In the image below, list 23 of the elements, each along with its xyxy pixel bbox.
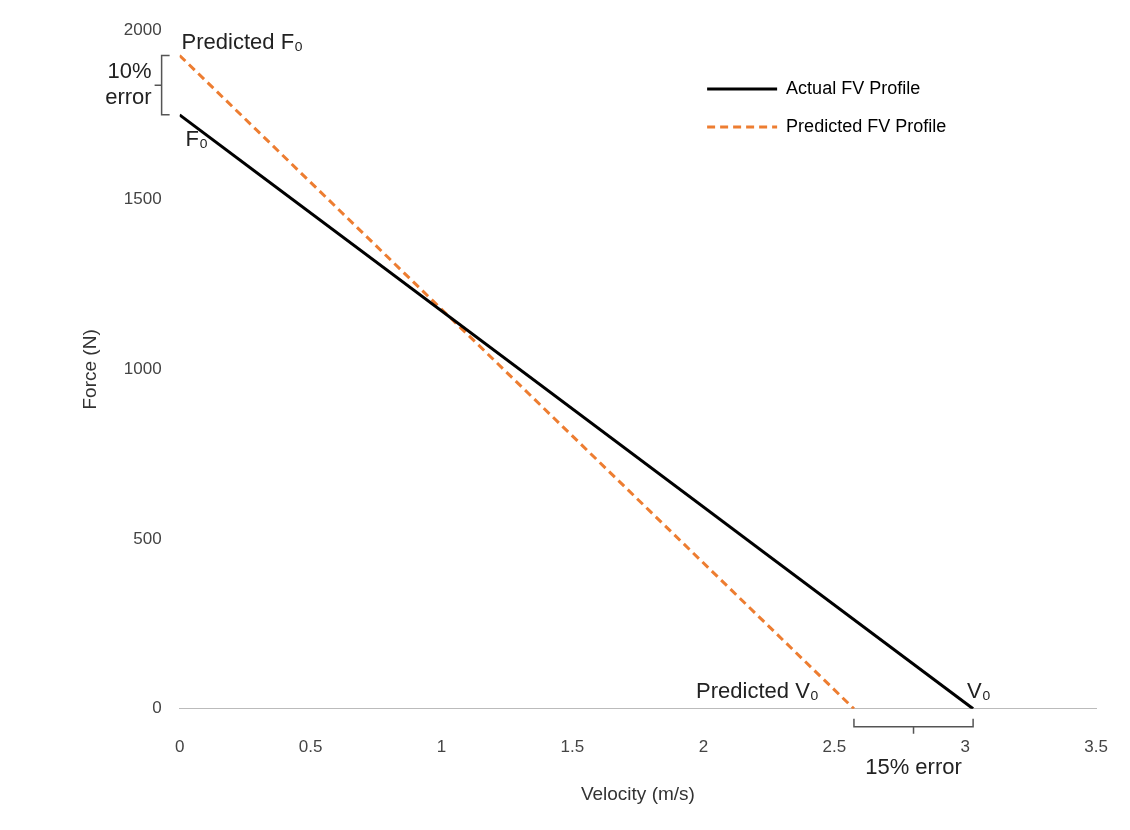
x-tick-label: 1	[436, 736, 447, 756]
text: 15% error	[865, 753, 962, 779]
legend-label: Actual FV Profile	[786, 77, 921, 98]
x-tick-label: 1.5	[560, 736, 585, 756]
y-tick-label: 500	[133, 528, 162, 548]
x-tick-label: 2	[698, 736, 709, 756]
legend-label: Predicted FV Profile	[786, 115, 947, 136]
x-tick-label: 3.5	[1084, 736, 1108, 756]
x-tick-label: 3	[960, 736, 970, 756]
annotation: V₀	[967, 677, 991, 703]
annotation: Predicted F₀	[181, 28, 304, 54]
annotation: Predicted V₀	[696, 677, 819, 703]
y-tick-label: 1500	[123, 189, 162, 209]
text: 10% error	[105, 58, 152, 110]
annotation: F₀	[185, 125, 209, 151]
x-tick-label: 2.5	[822, 736, 847, 756]
x-tick-label: 0.5	[298, 736, 323, 756]
y-axis-title: Force (N)	[78, 329, 100, 410]
y-tick-label: 1000	[123, 359, 162, 379]
y-tick-label: 2000	[123, 19, 162, 39]
x-axis-title: Velocity (m/s)	[580, 782, 695, 804]
y-tick-label: 0	[152, 698, 162, 718]
x-tick-label: 0	[174, 736, 185, 756]
